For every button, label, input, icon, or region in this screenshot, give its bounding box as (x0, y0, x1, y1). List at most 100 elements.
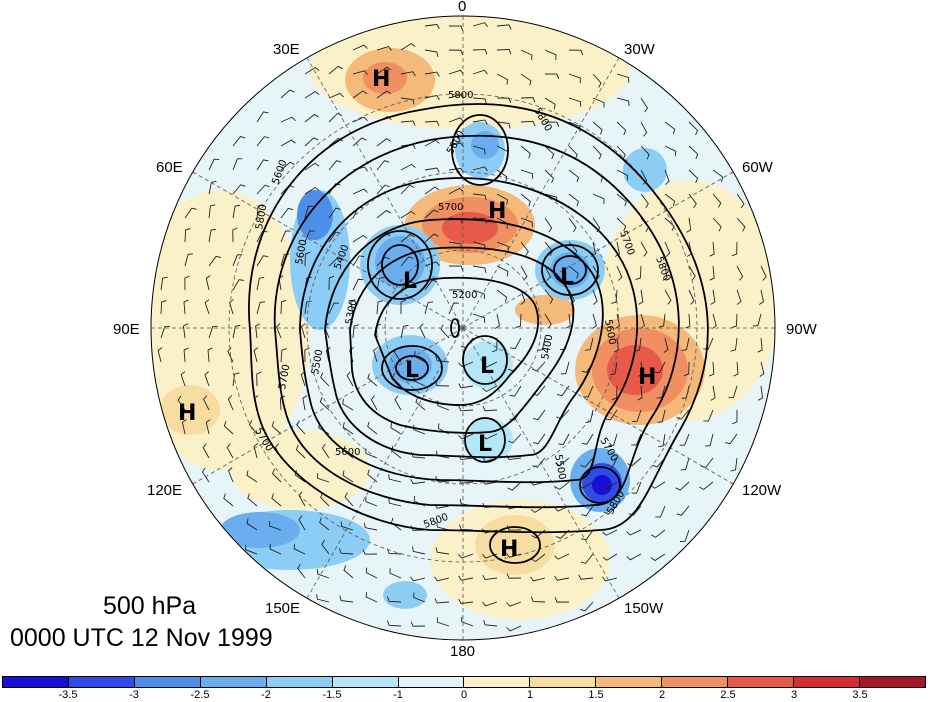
wind-barb (246, 518, 258, 531)
wind-barb (352, 324, 359, 339)
wind-barb (325, 347, 331, 363)
wind-barb (592, 265, 600, 281)
low-center: L (403, 269, 417, 294)
wind-barb (232, 227, 238, 243)
wind-barb (556, 385, 570, 397)
wind-barb (343, 565, 354, 579)
wind-barb (400, 280, 414, 291)
colorbar-segment (728, 677, 795, 687)
wind-barb (376, 184, 390, 195)
wind-barb (583, 385, 594, 398)
wind-barb (472, 217, 487, 224)
wind-barb (568, 73, 581, 84)
wind-barb (712, 217, 722, 232)
colorbar-tick-label: -3.5 (58, 689, 78, 701)
wind-barb (520, 289, 526, 305)
wind-barb (293, 543, 306, 555)
wind-barb (269, 521, 282, 531)
wind-barb (304, 230, 315, 243)
wind-barb (592, 145, 602, 160)
wind-barb (201, 467, 210, 483)
wind-barb (520, 120, 536, 127)
wind-barb (626, 529, 642, 536)
wind-barb (424, 209, 439, 219)
wind-barb (232, 136, 246, 147)
wind-barb (640, 241, 648, 257)
wind-barb (650, 553, 666, 562)
wind-barb (280, 161, 295, 171)
wind-barb (688, 121, 699, 136)
wind-barb (352, 44, 368, 51)
height-contours (248, 103, 709, 564)
contour-high (489, 526, 541, 564)
wind-barb (664, 193, 676, 207)
wind-barb (578, 574, 594, 580)
meridian-line (192, 327, 464, 485)
map-border (150, 15, 776, 641)
anomaly-area (471, 131, 499, 159)
lon-label-60w: 60W (742, 159, 773, 176)
wind-barb (640, 193, 649, 209)
wind-barbs (157, 22, 767, 632)
wind-barb (424, 23, 440, 30)
wind-barb (472, 119, 488, 125)
wind-barb (609, 361, 618, 376)
lon-label-0: 0 (458, 0, 467, 15)
wind-barb (245, 544, 258, 555)
wind-barb (394, 395, 402, 411)
contour-label: 5400 (540, 334, 555, 361)
wind-barb (376, 276, 385, 291)
wind-barb (581, 529, 594, 541)
wind-barb (709, 265, 715, 281)
wind-barb (271, 493, 282, 507)
meridian-line (306, 327, 464, 599)
contour-label: 5800 (254, 204, 269, 231)
wind-barb (709, 241, 715, 257)
wind-barb (448, 69, 464, 75)
wind-barb (296, 420, 306, 435)
wind-barb (352, 188, 368, 195)
wind-barb (328, 183, 341, 195)
wind-barb (544, 97, 556, 110)
wind-barb (730, 337, 738, 352)
colorbar-segment (200, 677, 267, 687)
wind-barb (424, 261, 440, 267)
colorbar-tick-label: 1.5 (588, 689, 604, 701)
wind-barb (413, 424, 426, 435)
wind-barb (352, 70, 368, 76)
colorbar-segment (332, 677, 399, 687)
wind-barb (304, 205, 314, 219)
wind-barb (410, 621, 426, 627)
low-center: L (560, 265, 574, 290)
wind-barb (203, 395, 210, 411)
wind-barb (631, 481, 642, 494)
wind-barb (256, 301, 266, 315)
wind-barb (496, 48, 512, 55)
wind-barb (664, 289, 672, 305)
wind-barb (182, 323, 189, 339)
wind-barb (160, 276, 168, 291)
wind-barb (675, 481, 690, 491)
high-center: H (638, 365, 656, 390)
wind-barb (448, 167, 464, 173)
wind-barb (496, 241, 509, 252)
wind-barb (247, 493, 258, 507)
lon-label-180: 180 (450, 643, 476, 660)
wind-barb (271, 421, 282, 435)
wind-barb (680, 529, 690, 542)
wind-barb (376, 90, 392, 99)
wind-barb (654, 361, 666, 374)
meridian-line (192, 171, 464, 329)
wind-barb (413, 592, 426, 603)
wind-barb (367, 373, 378, 387)
wind-barb (205, 419, 211, 435)
wind-barb (340, 521, 354, 531)
contour-5600 (299, 177, 639, 484)
wind-barb (530, 576, 546, 582)
wind-barb (424, 301, 434, 315)
wind-barb (461, 616, 474, 627)
wind-barb (483, 619, 498, 627)
wind-barb (482, 553, 498, 559)
wind-barb (365, 567, 378, 579)
wind-barb (328, 257, 343, 267)
